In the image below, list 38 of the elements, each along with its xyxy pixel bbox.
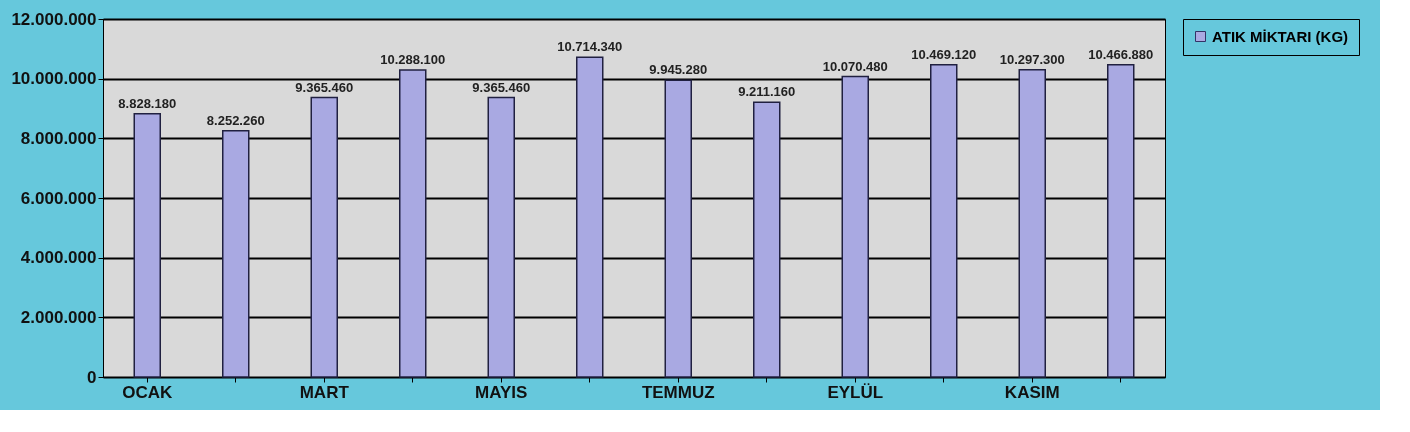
x-tick-label: MART (299, 382, 350, 402)
data-label: 9.945.280 (649, 62, 708, 78)
data-label: 10.297.300 (999, 51, 1065, 67)
y-tick-label: 0 (87, 367, 97, 387)
data-label: 8.828.180 (118, 95, 177, 111)
y-tick-label: 6.000.000 (20, 188, 97, 208)
bar (664, 79, 692, 378)
bar (753, 101, 781, 378)
data-label: 10.070.480 (822, 58, 888, 74)
bar (399, 69, 427, 378)
bar (1107, 63, 1135, 378)
legend-label: ATIK MİKTARI (KG) (1212, 27, 1349, 45)
data-label: 9.211.160 (738, 84, 796, 100)
data-label: 10.714.340 (557, 39, 623, 55)
data-label: 10.469.120 (911, 46, 977, 62)
x-tick-label: OCAK (122, 382, 173, 402)
y-tick-label: 8.000.000 (20, 128, 97, 148)
x-tick-label: TEMMUZ (641, 382, 715, 402)
bar (841, 75, 869, 378)
y-tick-label: 10.000.000 (11, 69, 97, 89)
y-tick-label: 12.000.000 (11, 9, 97, 29)
data-label: 10.466.880 (1088, 46, 1154, 62)
data-label: 9.365.460 (295, 79, 354, 95)
bar (133, 112, 161, 378)
bar (310, 96, 338, 378)
bar (930, 63, 958, 378)
x-tick-label: MAYIS (475, 382, 528, 402)
bar (576, 56, 604, 378)
x-tick-label: EYLÜL (827, 382, 884, 402)
y-tick-label: 4.000.000 (20, 248, 97, 268)
bar (1018, 69, 1046, 378)
x-tick-label: KASIM (1004, 382, 1060, 402)
y-tick-label: 2.000.000 (20, 307, 97, 327)
data-label: 8.252.260 (206, 112, 265, 128)
bar (487, 96, 515, 378)
data-label: 9.365.460 (472, 79, 531, 95)
data-label: 10.288.100 (380, 52, 446, 68)
bar (222, 130, 250, 378)
